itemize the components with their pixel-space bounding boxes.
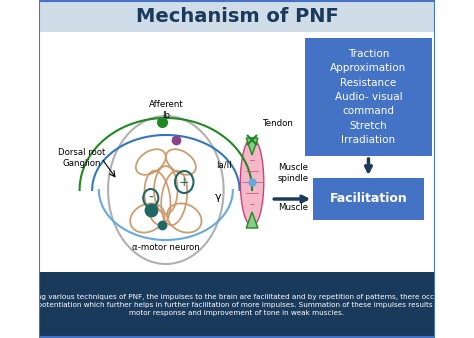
Ellipse shape [240,138,264,226]
FancyBboxPatch shape [305,38,432,156]
Text: -: - [148,191,153,205]
Text: Traction
Approximation
Resistance
Audio- visual
command
Stretch
Irradiation: Traction Approximation Resistance Audio-… [330,49,407,145]
Text: Mechanism of PNF: Mechanism of PNF [136,6,338,25]
Text: Afferent
Ib: Afferent Ib [148,100,183,120]
Text: Ia/II: Ia/II [216,161,232,169]
FancyBboxPatch shape [39,272,435,337]
Text: +: + [179,175,190,189]
Text: Facilitation: Facilitation [329,193,407,206]
Polygon shape [246,138,258,155]
Text: Muscle: Muscle [278,203,308,213]
Text: By using various techniques of PNF, the impulses to the brain are facilitated an: By using various techniques of PNF, the … [15,293,459,316]
Ellipse shape [108,116,224,264]
Text: α-motor neuron: α-motor neuron [132,243,200,252]
FancyBboxPatch shape [313,178,424,220]
Text: Tendon: Tendon [263,120,294,128]
Text: Dorsal root
Ganglion: Dorsal root Ganglion [58,148,106,168]
FancyBboxPatch shape [39,1,435,32]
Text: Muscle
spindle: Muscle spindle [278,163,309,183]
Polygon shape [246,212,258,228]
Text: γ: γ [214,192,221,202]
Ellipse shape [183,171,212,229]
Ellipse shape [119,171,149,229]
